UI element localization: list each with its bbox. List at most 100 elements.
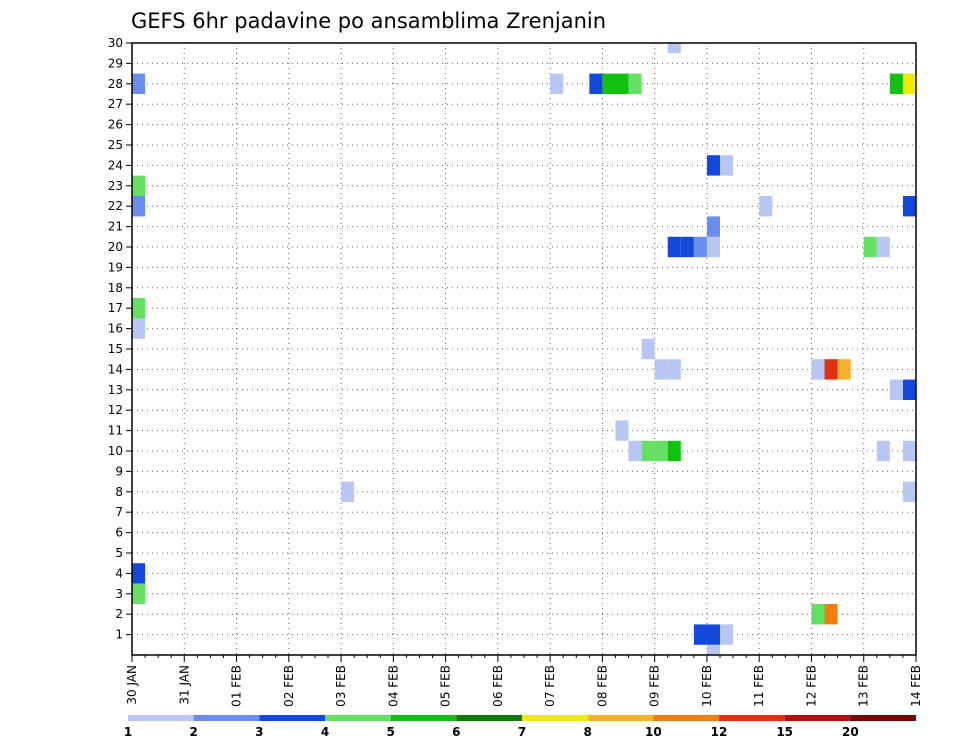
precip-cell	[132, 196, 146, 217]
precip-cell	[876, 236, 890, 258]
colorbar-label: 12	[711, 725, 728, 739]
y-tick-label: 15	[108, 342, 123, 356]
precip-cell	[341, 481, 355, 502]
colorbar-swatch	[784, 715, 851, 721]
y-tick-label: 17	[108, 301, 123, 315]
precip-cell	[615, 420, 629, 441]
x-tick-label: 13 FEB	[857, 665, 871, 707]
precip-cell	[902, 481, 916, 502]
precip-cell	[132, 563, 146, 584]
x-tick-label: 07 FEB	[543, 665, 557, 707]
precip-cell	[132, 73, 146, 94]
colorbar-swatch	[456, 715, 522, 721]
precip-cell	[589, 73, 603, 94]
y-tick-label: 9	[115, 464, 123, 478]
precip-cell	[902, 196, 916, 217]
y-axis: 1234567891011121314151617181920212223242…	[108, 36, 132, 642]
y-tick-label: 1	[115, 628, 123, 642]
precip-cell	[680, 236, 694, 258]
precip-cell	[693, 236, 707, 258]
precip-cell	[641, 338, 655, 360]
y-tick-label: 16	[108, 322, 123, 336]
x-tick-label: 03 FEB	[334, 665, 348, 707]
precip-cell	[863, 236, 877, 258]
precip-cell	[706, 624, 720, 645]
precip-cell	[693, 624, 707, 645]
colorbar-label: 2	[189, 725, 197, 739]
y-tick-label: 29	[108, 56, 123, 70]
colorbar-swatch	[193, 715, 260, 721]
y-tick-label: 5	[115, 546, 123, 560]
precip-cell	[706, 155, 720, 176]
y-tick-label: 23	[108, 179, 123, 193]
colorbar-label: 4	[321, 725, 329, 739]
colorbar-swatch	[653, 715, 719, 721]
precip-cell	[667, 359, 681, 380]
colorbar-swatch	[587, 715, 654, 721]
y-tick-label: 24	[108, 158, 123, 172]
precip-cell	[615, 73, 629, 94]
y-tick-label: 3	[115, 587, 123, 601]
colorbar-label: 10	[645, 725, 662, 739]
x-axis: 30 JAN 31 JAN 01 FEB 02 FEB 03 FEB 04 FEB 05 F…	[125, 655, 923, 707]
y-tick-label: 2	[115, 607, 123, 621]
colorbar-label: 15	[776, 725, 793, 739]
y-tick-label: 20	[108, 240, 123, 254]
precip-cell	[811, 604, 825, 625]
chart-title: GEFS 6hr padavine po ansamblima Zrenjani…	[131, 9, 606, 33]
precip-cell	[759, 196, 773, 217]
precip-cell	[902, 440, 916, 462]
x-tick-label: 04 FEB	[386, 665, 400, 707]
y-tick-label: 19	[108, 260, 123, 274]
x-tick-label: 31 JAN	[177, 665, 191, 705]
precip-cell	[720, 155, 734, 176]
y-tick-label: 8	[115, 485, 123, 499]
y-tick-label: 12	[108, 403, 123, 417]
x-tick-label: 11 FEB	[752, 665, 766, 707]
precip-cell	[876, 440, 890, 462]
x-tick-label: 10 FEB	[700, 665, 714, 707]
colorbar-swatch	[128, 715, 194, 721]
y-tick-label: 27	[108, 97, 123, 111]
precip-cell	[667, 440, 681, 462]
precip-cell	[654, 359, 668, 380]
y-tick-label: 21	[108, 220, 123, 234]
x-tick-label: 12 FEB	[804, 665, 818, 707]
colorbar-label: 20	[842, 725, 859, 739]
precip-cells	[132, 43, 916, 655]
colorbar-swatch	[719, 715, 785, 721]
precip-cell	[889, 73, 903, 94]
y-tick-label: 28	[108, 77, 123, 91]
y-tick-label: 25	[108, 138, 123, 152]
precip-cell	[837, 359, 851, 380]
precip-cell	[667, 236, 681, 258]
plot-frame	[131, 42, 917, 656]
y-tick-label: 6	[115, 526, 123, 540]
colorbar-label: 6	[452, 725, 460, 739]
precip-cell	[902, 379, 916, 400]
y-tick-label: 14	[108, 362, 123, 376]
x-tick-label: 14 FEB	[909, 665, 923, 707]
precip-cell	[654, 440, 668, 462]
y-tick-label: 18	[108, 281, 123, 295]
y-tick-label: 4	[115, 566, 123, 580]
y-tick-label: 22	[108, 199, 123, 213]
colorbar-swatch	[325, 715, 391, 721]
x-tick-label: 01 FEB	[230, 665, 244, 707]
colorbar-swatch	[259, 715, 325, 721]
colorbar: 1 2 3 4 5 6 7 8 10 12 15 20	[124, 715, 916, 739]
colorbar-swatch	[850, 715, 916, 721]
y-tick-label: 10	[108, 444, 123, 458]
precip-cell	[824, 604, 838, 625]
grid-lines	[132, 42, 916, 655]
colorbar-label: 1	[124, 725, 132, 739]
precip-cell	[628, 440, 642, 462]
precip-cell	[132, 583, 146, 604]
y-tick-label: 7	[115, 505, 123, 519]
y-tick-label: 13	[108, 383, 123, 397]
precip-cell	[706, 216, 720, 237]
precip-cell	[628, 73, 642, 94]
y-tick-label: 11	[108, 424, 123, 438]
precip-cell	[811, 359, 825, 380]
